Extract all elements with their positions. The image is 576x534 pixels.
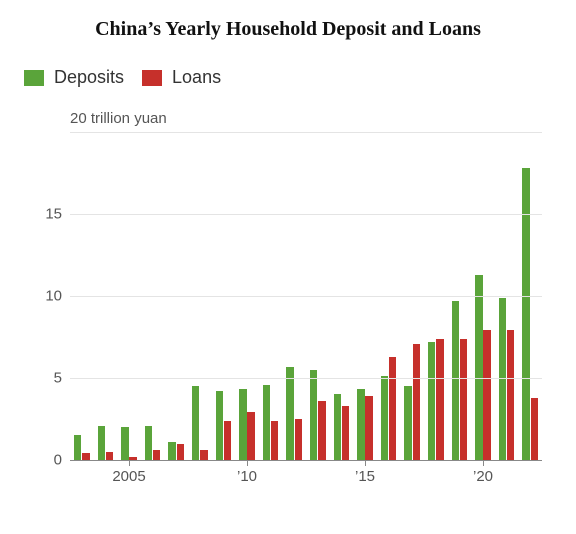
- bar-deposits: [74, 435, 81, 460]
- gridline: [70, 132, 542, 133]
- bar-loans: [318, 401, 325, 460]
- bar-deposits: [452, 301, 459, 460]
- bar-loans: [271, 421, 278, 460]
- bar-loans: [413, 344, 420, 460]
- bar-deposits: [381, 376, 388, 460]
- chart-area: 20 trillion yuan 0510152005’10’15’20: [24, 110, 552, 490]
- legend-label-deposits: Deposits: [54, 67, 124, 88]
- x-tick-mark: [365, 460, 366, 466]
- bar-deposits: [310, 370, 317, 460]
- bar-deposits: [168, 442, 175, 460]
- bar-deposits: [286, 367, 293, 460]
- legend-item-deposits: Deposits: [24, 67, 124, 88]
- baseline: [70, 460, 542, 461]
- plot-area: 0510152005’10’15’20: [70, 132, 542, 460]
- y-tick-label: 15: [45, 206, 62, 223]
- gridline: [70, 378, 542, 379]
- bar-loans: [295, 419, 302, 460]
- legend-swatch-deposits: [24, 70, 44, 86]
- x-tick-label: ’20: [473, 468, 493, 485]
- bar-loans: [153, 450, 160, 460]
- bar-deposits: [334, 394, 341, 460]
- bar-loans: [436, 339, 443, 460]
- y-tick-label: 5: [54, 370, 62, 387]
- legend-item-loans: Loans: [142, 67, 221, 88]
- y-tick-label: 10: [45, 288, 62, 305]
- bar-loans: [389, 357, 396, 460]
- bar-deposits: [216, 391, 223, 460]
- bar-deposits: [475, 275, 482, 460]
- x-tick-label: 2005: [112, 468, 145, 485]
- bar-deposits: [522, 168, 529, 460]
- gridline: [70, 214, 542, 215]
- x-tick-mark: [129, 460, 130, 466]
- bar-deposits: [98, 426, 105, 460]
- bar-loans: [342, 406, 349, 460]
- bar-deposits: [192, 386, 199, 460]
- bar-loans: [106, 452, 113, 460]
- x-tick-mark: [483, 460, 484, 466]
- legend-swatch-loans: [142, 70, 162, 86]
- bar-deposits: [404, 386, 411, 460]
- x-tick-label: ’15: [355, 468, 375, 485]
- legend: Deposits Loans: [24, 67, 552, 88]
- bar-deposits: [121, 427, 128, 460]
- bar-loans: [200, 450, 207, 460]
- bar-loans: [247, 412, 254, 460]
- y-axis-unit-label: 20 trillion yuan: [70, 110, 167, 127]
- legend-label-loans: Loans: [172, 67, 221, 88]
- x-tick-mark: [247, 460, 248, 466]
- gridline: [70, 296, 542, 297]
- bar-loans: [531, 398, 538, 460]
- y-tick-label: 0: [54, 452, 62, 469]
- bar-deposits: [263, 385, 270, 460]
- bar-loans: [507, 330, 514, 460]
- bar-loans: [483, 330, 490, 460]
- bar-deposits: [357, 389, 364, 460]
- bar-loans: [224, 421, 231, 460]
- bar-deposits: [428, 342, 435, 460]
- chart-container: China’s Yearly Household Deposit and Loa…: [0, 0, 576, 534]
- bar-deposits: [239, 389, 246, 460]
- bar-loans: [460, 339, 467, 460]
- x-tick-label: ’10: [237, 468, 257, 485]
- bar-deposits: [145, 426, 152, 460]
- bar-loans: [177, 444, 184, 460]
- bar-loans: [365, 396, 372, 460]
- chart-title: China’s Yearly Household Deposit and Loa…: [24, 18, 552, 41]
